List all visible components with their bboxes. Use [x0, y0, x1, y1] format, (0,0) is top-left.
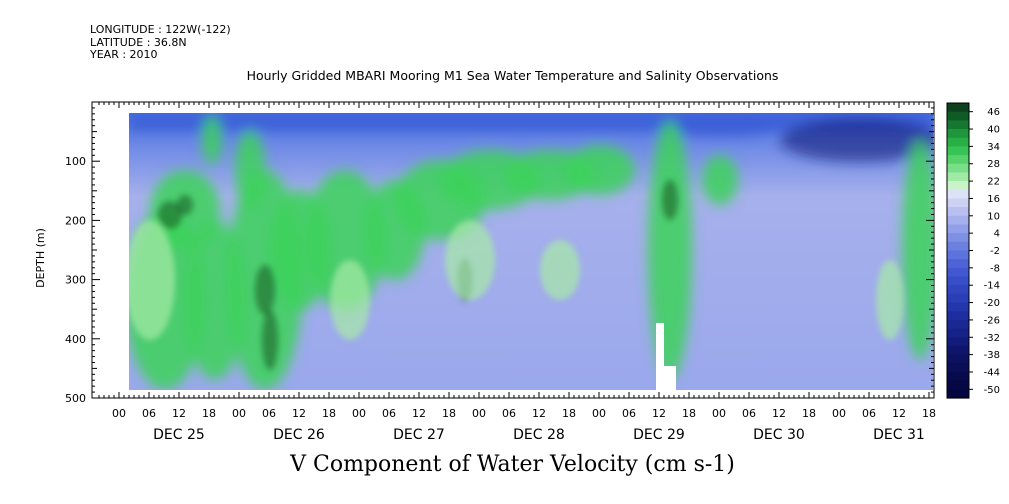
colorbar-tick-label: -2	[990, 246, 1000, 257]
colorbar-tick-label: -32	[984, 333, 1000, 344]
x-hour-tick-label: 12	[532, 407, 546, 420]
colorbar-tick-label: -38	[984, 350, 1000, 361]
colorbar-tick-label: -26	[984, 315, 1000, 326]
x-hour-tick-label: 06	[142, 407, 156, 420]
x-day-label: DEC 25	[153, 427, 205, 443]
x-hour-tick-label: 00	[352, 407, 366, 420]
x-hour-tick-label: 18	[202, 407, 216, 420]
y-tick-label: 400	[65, 333, 86, 346]
x-hour-tick-label: 12	[892, 407, 906, 420]
colorbar-tick-label: 10	[987, 211, 1000, 222]
x-hour-tick-label: 18	[562, 407, 576, 420]
x-hour-tick-label: 06	[862, 407, 876, 420]
x-hour-tick-label: 18	[802, 407, 816, 420]
colorbar-tick-label: 16	[987, 194, 1000, 205]
colorbar-tick-label: -20	[984, 298, 1000, 309]
longitude-label: LONGITUDE : 122W(-122)	[90, 23, 231, 36]
x-day-label: DEC 28	[513, 427, 565, 443]
colorbar-tick-label: 4	[994, 229, 1000, 240]
colorbar: 46 40 34 28 22 16 10 4 -2 -8 -14 -20 -26 -32 -38 -44 -50	[946, 102, 1000, 399]
variable-title: V Component of Water Velocity (cm s-1)	[290, 452, 735, 477]
latitude-label: LATITUDE : 36.8N	[90, 35, 187, 49]
x-hour-tick-label: 00	[232, 407, 246, 420]
x-hour-tick-label: 18	[322, 407, 336, 420]
x-day-label: DEC 30	[753, 427, 805, 443]
year-label: YEAR : 2010	[90, 48, 158, 61]
x-hour-tick-label: 00	[472, 407, 486, 420]
y-axis-label: DEPTH (m)	[34, 228, 47, 288]
x-hour-tick-label: 06	[262, 407, 276, 420]
x-day-label: DEC 31	[873, 427, 925, 443]
colorbar-tick-label: 22	[987, 177, 1000, 188]
x-hour-tick-label: 06	[742, 407, 756, 420]
velocity-field	[129, 113, 933, 390]
x-hour-tick-label: 12	[292, 407, 306, 420]
y-tick-label: 100	[65, 155, 86, 168]
x-hour-tick-label: 12	[772, 407, 786, 420]
y-tick-label: 300	[65, 274, 86, 287]
colorbar-tick-label: -44	[984, 367, 1000, 378]
x-hour-tick-label: 12	[172, 407, 186, 420]
x-hour-tick-label: 06	[622, 407, 636, 420]
mooring-metadata: LONGITUDE : 122W(-122) LATITUDE : 36.8N …	[90, 23, 231, 62]
x-hour-tick-label: 12	[412, 407, 426, 420]
colorbar-tick-label: 28	[987, 159, 1000, 170]
colorbar-tick-label: 40	[987, 125, 1000, 136]
x-hour-tick-label: 00	[832, 407, 846, 420]
x-hour-tick-label: 00	[592, 407, 606, 420]
x-day-label: DEC 27	[393, 427, 445, 443]
y-tick-label: 500	[65, 392, 86, 405]
x-hour-tick-label: 18	[442, 407, 456, 420]
x-day-label: DEC 29	[633, 427, 685, 443]
colorbar-tick-label: -14	[984, 281, 1000, 292]
colorbar-tick-label: -8	[990, 263, 1000, 274]
colorbar-tick-label: 34	[987, 142, 1000, 153]
x-hour-tick-label: 18	[922, 407, 936, 420]
chart-title: Hourly Gridded MBARI Mooring M1 Sea Wate…	[246, 68, 779, 83]
x-hour-tick-label: 12	[652, 407, 666, 420]
x-hour-tick-label: 00	[712, 407, 726, 420]
x-hour-tick-label: 06	[502, 407, 516, 420]
colorbar-tick-label: -50	[984, 385, 1000, 396]
x-day-label: DEC 26	[273, 427, 325, 443]
x-hour-tick-label: 00	[112, 407, 126, 420]
y-tick-label: 200	[65, 214, 86, 227]
x-hour-tick-label: 06	[382, 407, 396, 420]
x-hour-tick-label: 18	[682, 407, 696, 420]
colorbar-tick-label: 46	[987, 107, 1000, 118]
